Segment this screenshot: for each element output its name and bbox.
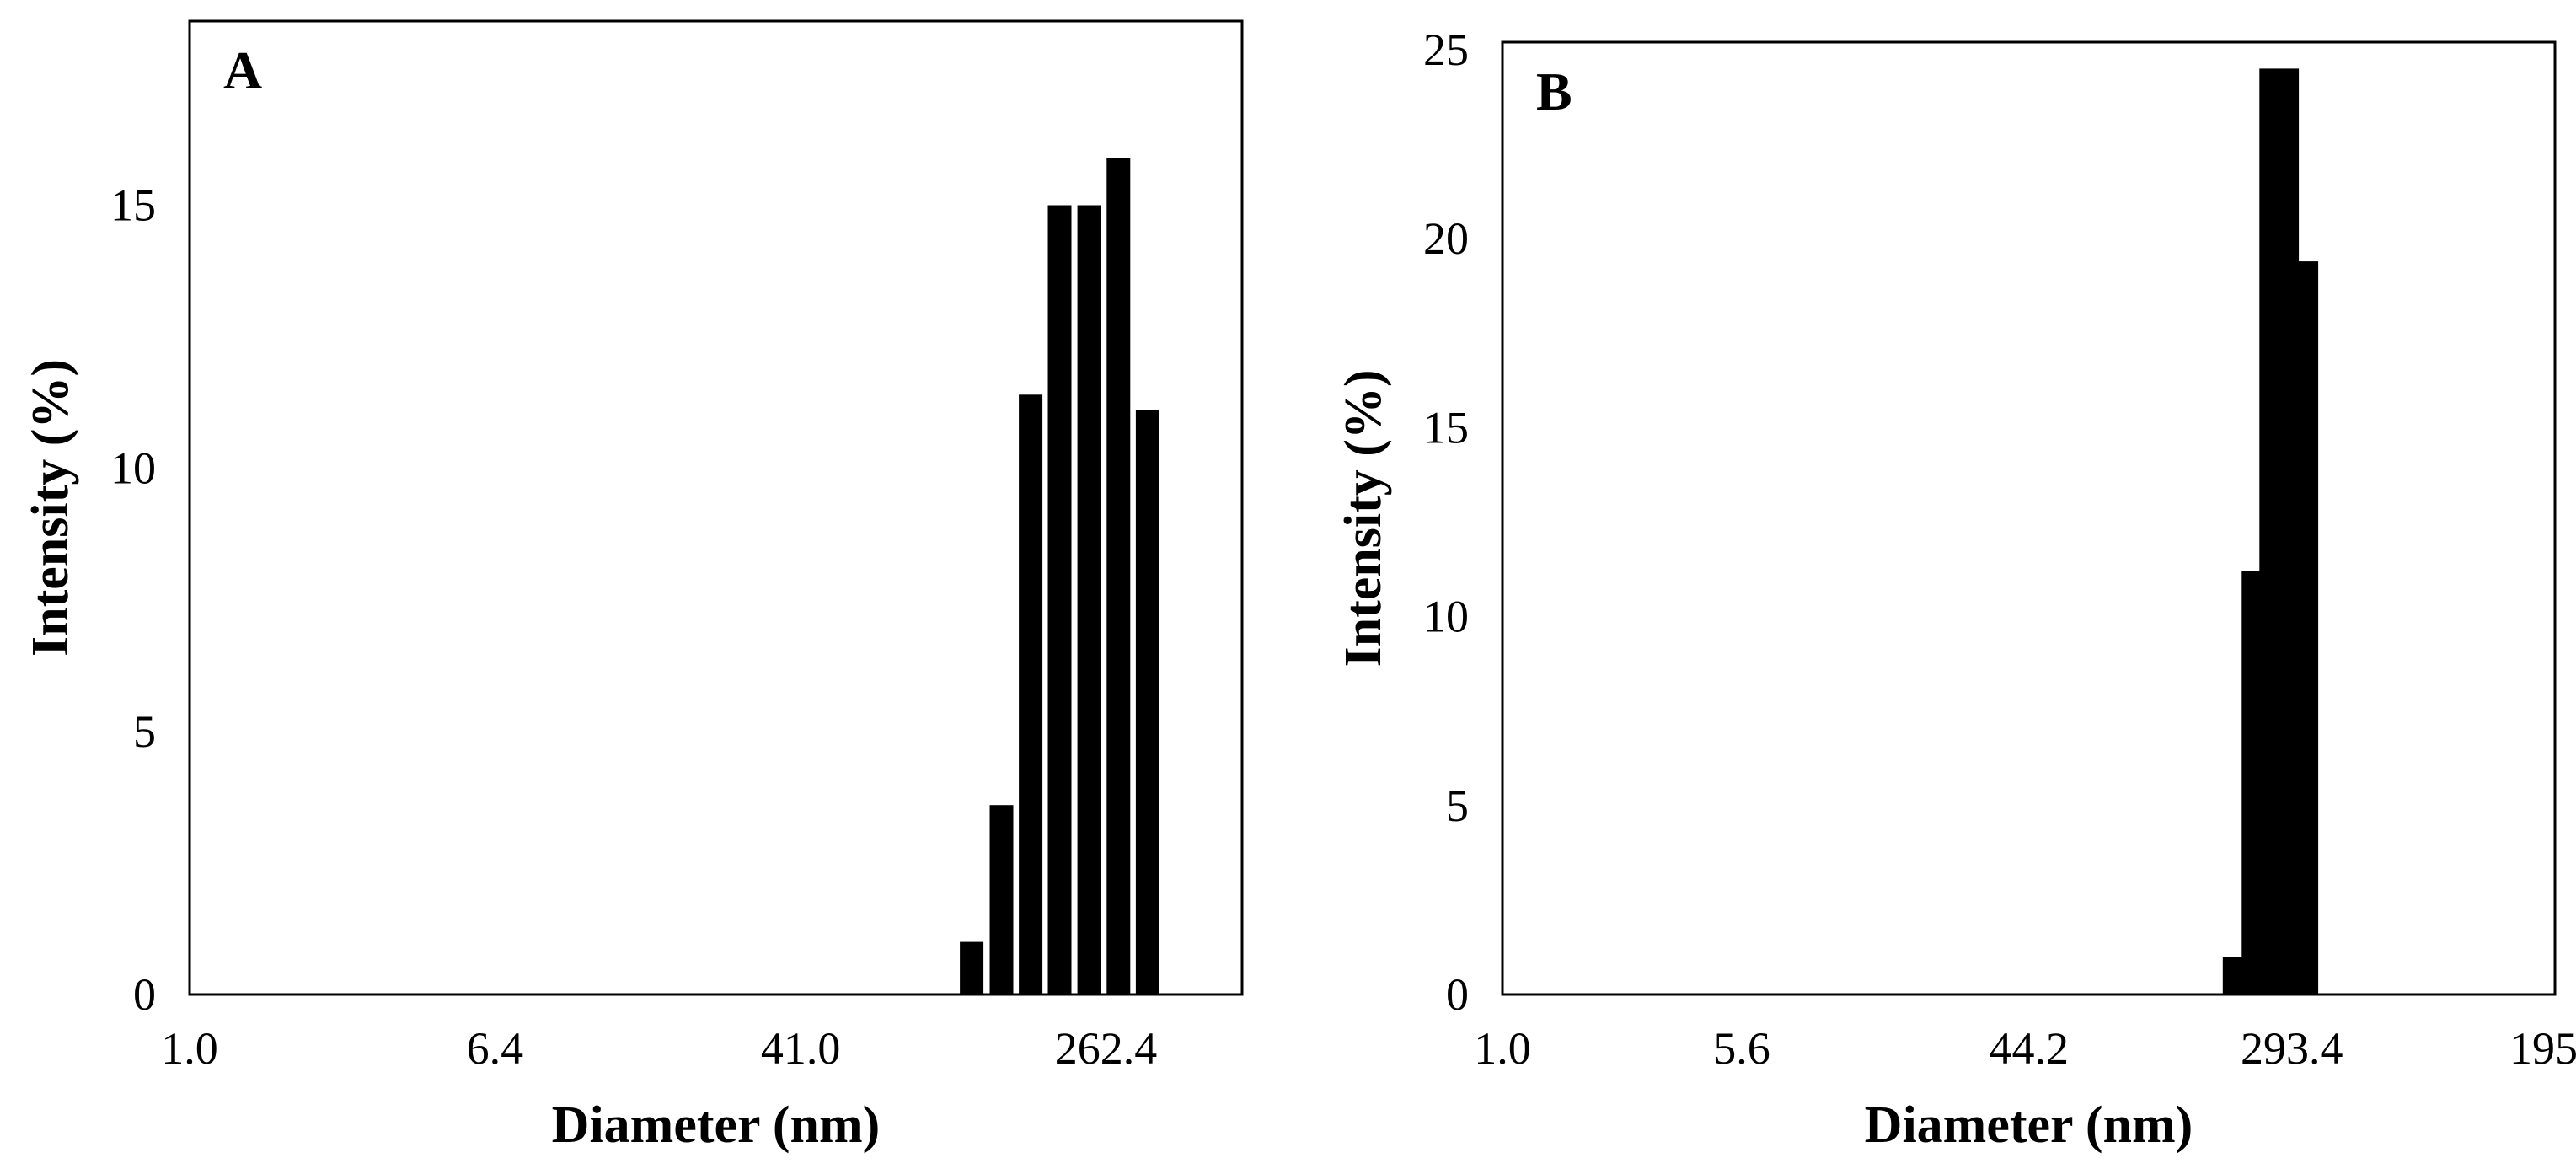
plot-frame — [1501, 40, 2557, 996]
panel-label: A — [223, 40, 262, 100]
bar-4 — [2279, 68, 2300, 994]
bar-6 — [1106, 158, 1131, 995]
x-tick-label: 44.2 — [1989, 1023, 2069, 1074]
bar-5 — [2298, 261, 2319, 995]
y-axis-label: Intensity (%) — [22, 359, 79, 657]
x-tick-label: 6.4 — [467, 1023, 524, 1074]
y-tick-labels: 0 5 10 15 20 25 — [1423, 24, 1469, 1020]
y-tick-label: 5 — [1446, 780, 1469, 831]
bar-2 — [989, 805, 1014, 994]
y-tick-labels: 0 5 10 15 — [110, 180, 156, 1021]
y-tick-label: 20 — [1423, 213, 1469, 264]
y-tick-label: 10 — [1423, 592, 1469, 642]
x-tick-label: 5.6 — [1713, 1023, 1770, 1074]
x-tick-labels: 1.0 6.4 41.0 262.4 — [161, 1023, 1157, 1074]
bar-5 — [1077, 205, 1101, 994]
y-tick-label: 15 — [110, 180, 156, 231]
x-tick-label: 1.0 — [161, 1023, 218, 1074]
y-tick-label: 0 — [1446, 969, 1469, 1020]
y-tick-label: 15 — [1423, 402, 1469, 453]
y-tick-label: 25 — [1423, 24, 1469, 75]
bar-7 — [1135, 410, 1159, 994]
y-axis-label: Intensity (%) — [1335, 369, 1392, 667]
x-axis-label: Diameter (nm) — [552, 1096, 881, 1154]
x-tick-label: 293.4 — [2241, 1023, 2343, 1074]
y-tick-label: 10 — [110, 443, 156, 494]
chart-panel-a: 1.0 6.4 41.0 262.4 0 5 10 15 A Diameter (nm) I… — [22, 19, 1244, 1154]
x-axis-label: Diameter (nm) — [1865, 1096, 2193, 1154]
y-tick-label: 5 — [133, 706, 156, 757]
bar-3 — [2259, 68, 2280, 994]
panel-label: B — [1536, 62, 1572, 121]
bar-series — [2222, 68, 2319, 995]
bar-3 — [1019, 394, 1043, 994]
y-tick-label: 0 — [133, 969, 156, 1020]
bar-1 — [2222, 957, 2243, 994]
plot-frame — [188, 19, 1244, 996]
x-tick-label: 41.0 — [761, 1023, 841, 1074]
bar-series — [960, 158, 1159, 995]
x-tick-label: 1.0 — [1474, 1023, 1531, 1074]
bar-2 — [2241, 571, 2263, 994]
bar-4 — [1047, 205, 1072, 994]
x-tick-label: 262.4 — [1055, 1023, 1158, 1074]
bar-1 — [960, 941, 984, 994]
